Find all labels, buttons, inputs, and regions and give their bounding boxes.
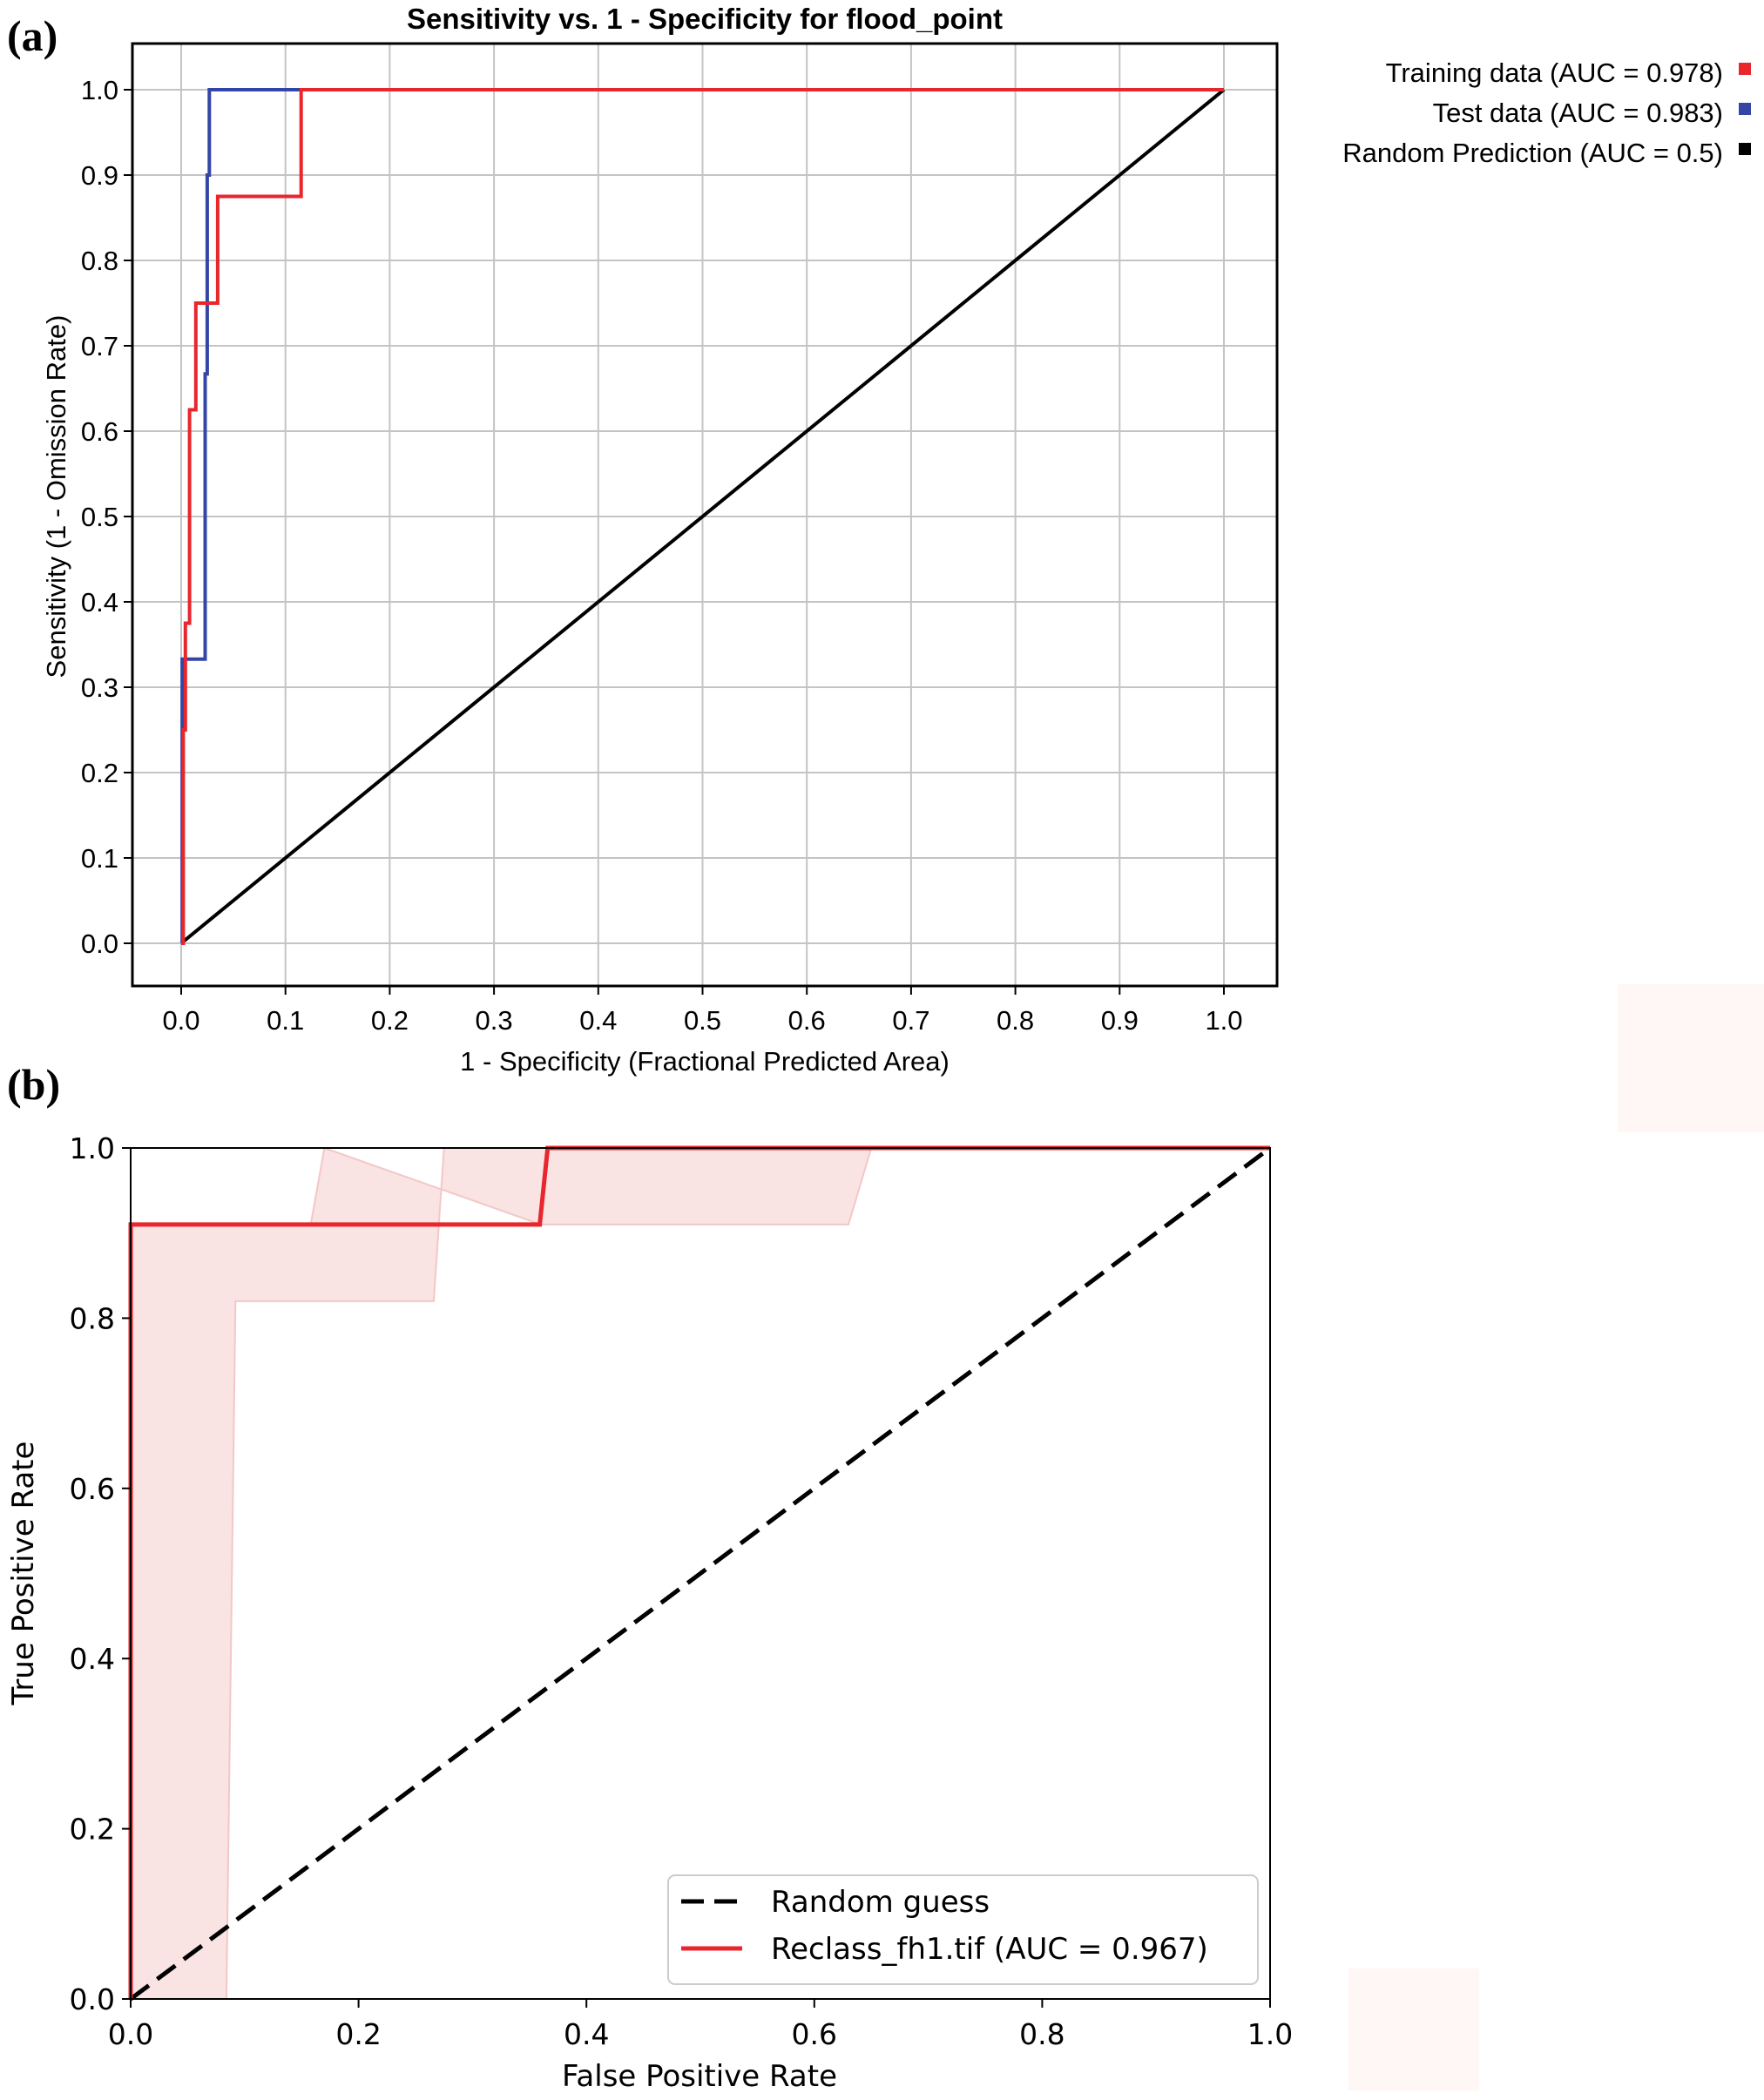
x-tick-label-b: 0.4	[564, 2017, 609, 2051]
panel-label-b: (b)	[7, 1060, 60, 1109]
x-tick-label-a: 0.9	[1101, 1005, 1139, 1036]
y-tick-label-a: 0.0	[81, 928, 118, 959]
legend-swatch-a	[1739, 143, 1751, 155]
y-tick-label-a: 0.7	[81, 331, 118, 361]
x-tick-label-b: 0.6	[792, 2017, 837, 2051]
x-tick-label-a: 0.2	[371, 1005, 409, 1036]
x-tick-label-b: 1.0	[1247, 2017, 1293, 2051]
x-tick-label-b: 0.8	[1019, 2017, 1064, 2051]
legend-entry-b: Random guess	[771, 1885, 990, 1920]
x-tick-label-b: 0.0	[108, 2017, 153, 2051]
y-axis-label-b: True Positive Rate	[6, 1442, 41, 1706]
y-tick-label-b: 0.4	[70, 1642, 115, 1676]
y-tick-label-b: 0.0	[70, 1982, 115, 2016]
y-tick-label-a: 0.3	[81, 672, 118, 703]
series-line-training-data	[181, 88, 1224, 945]
background-artifact	[1618, 984, 1764, 1132]
y-tick-label-b: 0.8	[70, 1301, 115, 1335]
y-tick-label-a: 0.6	[81, 416, 118, 447]
x-tick-label-a: 1.0	[1205, 1005, 1242, 1036]
y-tick-label-b: 0.2	[70, 1813, 115, 1847]
legend-swatch-a	[1739, 63, 1751, 75]
panel-b: (b) 0.0 0.2 0.4 0.6 0.8 1.0 0.0 0.2 0.4 0.6 0.8 1.0…	[6, 1060, 1293, 2094]
x-axis-label-b: False Positive Rate	[562, 2059, 837, 2094]
ticks-a: 0.0 0.1 0.2 0.3 0.4 0.5 0.6 0.7 0.8 0.9 1.0 0.0 0.1 0…	[81, 75, 1243, 1036]
x-tick-label-a: 0.3	[476, 1005, 513, 1036]
legend-entry-b: Reclass_fh1.tif (AUC = 0.967)	[771, 1932, 1208, 1967]
legend-entry-a: Random Prediction (AUC = 0.5)	[1342, 138, 1723, 168]
legend-entry-a: Test data (AUC = 0.983)	[1433, 98, 1723, 128]
x-tick-label-a: 0.0	[162, 1005, 199, 1036]
series-line-random-prediction	[179, 88, 1226, 945]
y-tick-label-b: 1.0	[70, 1131, 115, 1165]
confidence-band-area	[130, 1146, 873, 2000]
y-tick-label-a: 0.2	[81, 758, 118, 788]
y-tick-label-a: 0.5	[81, 502, 118, 532]
legend-entry-a: Training data (AUC = 0.978)	[1386, 57, 1723, 88]
y-tick-label-a: 0.9	[81, 160, 118, 191]
plot-frame-a	[131, 42, 1279, 988]
chart-title-a: Sensitivity vs. 1 - Specificity for floo…	[407, 3, 1003, 35]
legend-a: Training data (AUC = 0.978) Test data (AU…	[1342, 57, 1751, 168]
ticks-b: 0.0 0.2 0.4 0.6 0.8 1.0 0.0 0.2 0.4 0.6 0.8 1.0	[70, 1131, 1294, 2051]
x-axis-label-a: 1 - Specificity (Fractional Predicted Ar…	[460, 1046, 950, 1077]
x-tick-label-a: 0.4	[579, 1005, 617, 1036]
y-tick-label-a: 0.4	[81, 587, 118, 618]
y-tick-label-a: 1.0	[81, 75, 118, 105]
plot-frame-b	[130, 1147, 1271, 2000]
legend-b: Random guess Reclass_fh1.tif (AUC = 0.967…	[667, 1874, 1259, 1985]
y-tick-label-a: 0.1	[81, 843, 118, 874]
legend-swatch-a	[1739, 103, 1751, 115]
legend-box-b	[667, 1874, 1259, 1985]
x-tick-label-a: 0.7	[892, 1005, 929, 1036]
confidence-band-b	[130, 1146, 873, 2000]
x-tick-label-a: 0.6	[788, 1005, 826, 1036]
background-artifact	[1348, 1968, 1479, 2090]
series-a	[179, 88, 1226, 945]
x-tick-label-a: 0.8	[997, 1005, 1034, 1036]
y-tick-label-b: 0.6	[70, 1472, 115, 1506]
y-tick-label-a: 0.8	[81, 246, 118, 276]
series-line-random-guess	[129, 1145, 1272, 2002]
x-tick-label-a: 0.5	[684, 1005, 721, 1036]
panel-label-a: (a)	[7, 11, 57, 60]
y-axis-label-a: Sensitivity (1 - Omission Rate)	[41, 315, 71, 679]
x-tick-label-b: 0.2	[335, 2017, 381, 2051]
panel-a: (a) Sensitivity vs. 1 - Specificity for …	[7, 3, 1751, 1077]
x-tick-label-a: 0.1	[267, 1005, 304, 1036]
